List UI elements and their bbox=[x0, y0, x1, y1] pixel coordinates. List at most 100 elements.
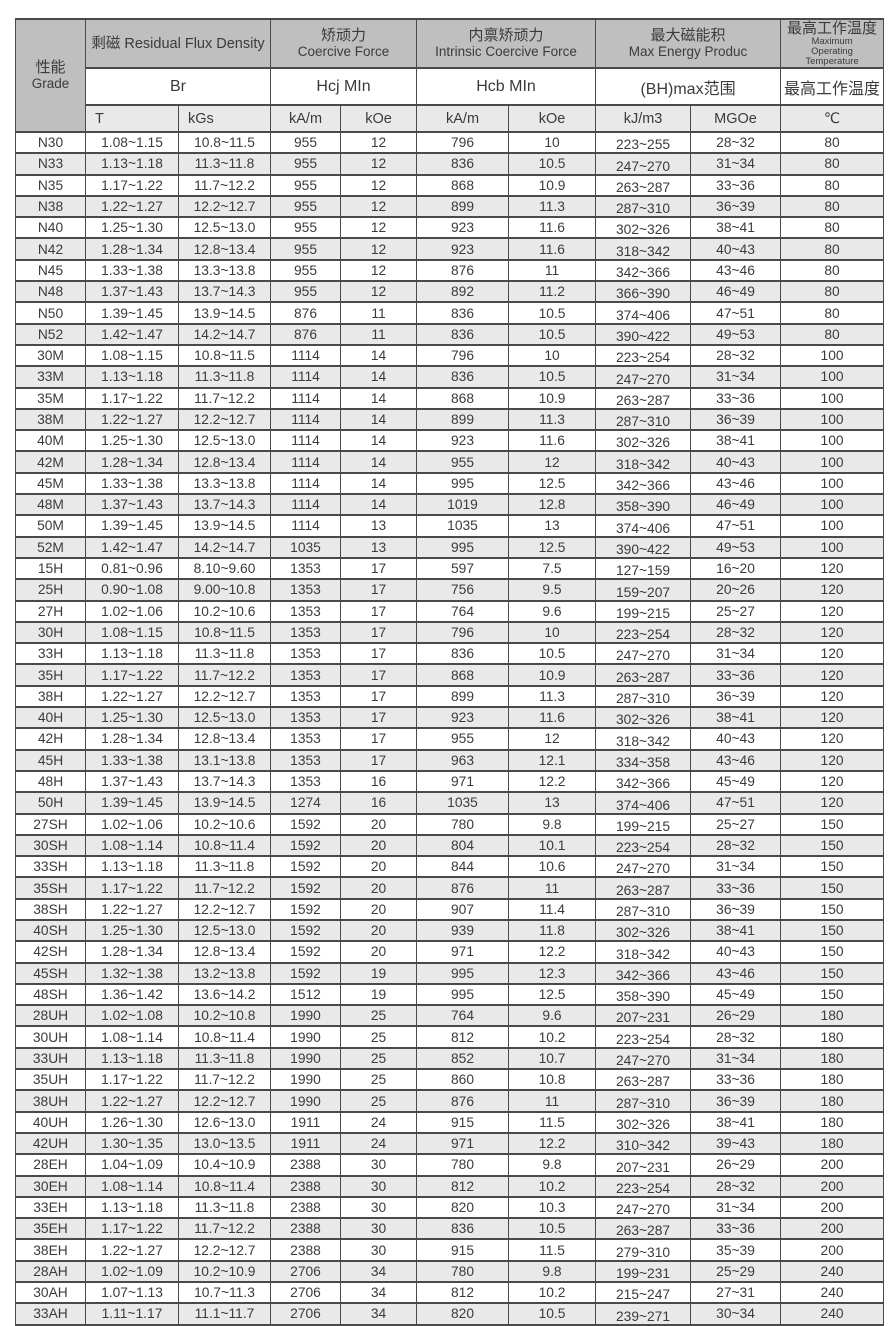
cell-bhmax-kjm3: 263~287 bbox=[595, 876, 692, 900]
cell-max-temp: 150 bbox=[780, 897, 885, 921]
cell-grade: 27H bbox=[15, 599, 86, 623]
cell-max-temp: 100 bbox=[780, 429, 885, 453]
cell-hcb-kam: 812 bbox=[416, 1281, 510, 1305]
cell-bhmax-mgoe: 26~29 bbox=[690, 1004, 782, 1028]
cell-br-t: 1.22~1.27 bbox=[85, 684, 179, 709]
cell-hcb-koe: 9.8 bbox=[508, 1259, 597, 1284]
cell-hcb-koe: 10.5 bbox=[508, 152, 597, 176]
cell-grade: N52 bbox=[15, 322, 86, 346]
cell-max-temp: 100 bbox=[780, 514, 885, 538]
table-row: 30UH 1.08~1.14 10.8~11.4 1990 25 812 10.2 223~2… bbox=[15, 1025, 885, 1049]
cell-br-t: 1.36~1.42 bbox=[85, 982, 179, 1007]
cell-hcb-koe: 10.9 bbox=[508, 173, 597, 197]
cell-br-kgs: 11.3~11.8 bbox=[177, 365, 272, 389]
cell-hcb-koe: 12.2 bbox=[508, 1131, 597, 1156]
cell-hcb-koe: 10.6 bbox=[508, 855, 597, 879]
cell-bhmax-kjm3: 223~255 bbox=[595, 130, 692, 155]
cell-br-kgs: 12.5~13.0 bbox=[177, 216, 272, 240]
cell-hcj-koe: 20 bbox=[340, 876, 418, 900]
cell-br-t: 1.30~1.35 bbox=[85, 1131, 179, 1156]
cell-hcb-koe: 11.6 bbox=[508, 429, 597, 453]
cell-max-temp: 180 bbox=[780, 1046, 885, 1071]
cell-max-temp: 180 bbox=[780, 1131, 885, 1156]
table-row: N48 1.37~1.43 13.7~14.3 955 12 892 11.2 366~390… bbox=[15, 280, 885, 304]
table-row: 40SH 1.25~1.30 12.5~13.0 1592 20 939 11.8 302~3… bbox=[15, 918, 885, 943]
cell-hcb-koe: 12.5 bbox=[508, 535, 597, 559]
cell-hcj-kam: 1114 bbox=[270, 450, 342, 474]
cell-max-temp: 150 bbox=[780, 982, 885, 1007]
cell-max-temp: 120 bbox=[780, 684, 885, 709]
cell-br-t: 1.17~1.22 bbox=[85, 386, 179, 410]
cell-bhmax-kjm3: 302~326 bbox=[595, 706, 692, 730]
cell-max-temp: 80 bbox=[780, 173, 885, 197]
cell-bhmax-kjm3: 223~254 bbox=[595, 1025, 692, 1049]
cell-hcj-kam: 1274 bbox=[270, 791, 342, 815]
cell-hcj-koe: 17 bbox=[340, 748, 418, 772]
cell-bhmax-mgoe: 31~34 bbox=[690, 365, 782, 389]
cell-hcb-kam: 844 bbox=[416, 855, 510, 879]
cell-br-kgs: 14.2~14.7 bbox=[177, 322, 272, 346]
cell-max-temp: 80 bbox=[780, 237, 885, 261]
cell-hcj-kam: 1353 bbox=[270, 620, 342, 645]
cell-grade: 33UH bbox=[15, 1046, 86, 1071]
cell-hcj-koe: 20 bbox=[340, 812, 418, 836]
cell-hcb-kam: 764 bbox=[416, 1004, 510, 1028]
cell-br-kgs: 13.7~14.3 bbox=[177, 280, 272, 304]
cell-bhmax-kjm3: 247~270 bbox=[595, 1046, 692, 1071]
cell-max-temp: 120 bbox=[780, 599, 885, 623]
cell-hcj-kam: 876 bbox=[270, 322, 342, 346]
table-row: 30AH 1.07~1.13 10.7~11.3 2706 34 812 10.2 215~2… bbox=[15, 1281, 885, 1305]
cell-hcb-koe: 10.5 bbox=[508, 301, 597, 325]
cell-bhmax-kjm3: 223~254 bbox=[595, 1174, 692, 1198]
cell-br-kgs: 12.2~12.7 bbox=[177, 1238, 272, 1262]
cell-hcj-kam: 2706 bbox=[270, 1259, 342, 1284]
cell-bhmax-mgoe: 46~49 bbox=[690, 280, 782, 304]
cell-grade: 33H bbox=[15, 642, 86, 666]
cell-br-kgs: 13.1~13.8 bbox=[177, 748, 272, 772]
cell-br-t: 1.13~1.18 bbox=[85, 642, 179, 666]
cell-hcj-kam: 955 bbox=[270, 152, 342, 176]
cell-bhmax-kjm3: 287~310 bbox=[595, 897, 692, 921]
table-row: 33H 1.13~1.18 11.3~11.8 1353 17 836 10.5 247~27… bbox=[15, 642, 885, 666]
table-row: 33EH 1.13~1.18 11.3~11.8 2388 30 820 10.3 247~2… bbox=[15, 1195, 885, 1220]
cell-hcj-koe: 12 bbox=[340, 194, 418, 219]
max-temp-zh: 最高工作温度 bbox=[787, 20, 878, 37]
cell-bhmax-mgoe: 36~39 bbox=[690, 897, 782, 921]
cell-bhmax-mgoe: 31~34 bbox=[690, 642, 782, 666]
cell-bhmax-mgoe: 20~26 bbox=[690, 578, 782, 602]
cell-hcj-kam: 876 bbox=[270, 301, 342, 325]
cell-br-kgs: 9.00~10.8 bbox=[177, 578, 272, 602]
group-header-max-energy-product: 最大磁能积 Max Energy Produc bbox=[595, 18, 782, 69]
table-row: 35M 1.17~1.22 11.7~12.2 1114 14 868 10.9 263~28… bbox=[15, 386, 885, 410]
cell-max-temp: 100 bbox=[780, 493, 885, 517]
cell-grade: 33EH bbox=[15, 1195, 86, 1220]
cell-hcb-kam: 915 bbox=[416, 1110, 510, 1134]
cell-grade: 50M bbox=[15, 514, 86, 538]
cell-hcj-koe: 25 bbox=[340, 1004, 418, 1028]
table-row: 35H 1.17~1.22 11.7~12.2 1353 17 868 10.9 263~28… bbox=[15, 663, 885, 687]
cell-hcb-kam: 780 bbox=[416, 1259, 510, 1284]
cell-hcb-koe: 9.5 bbox=[508, 578, 597, 602]
cell-hcj-kam: 1592 bbox=[270, 961, 342, 985]
header-symbol-row: Br Hcj MIn Hcb MIn (BH)max范围 最高工作温度 bbox=[16, 67, 885, 106]
table-row: 30EH 1.08~1.14 10.8~11.4 2388 30 812 10.2 223~2… bbox=[15, 1174, 885, 1198]
cell-hcb-koe: 9.8 bbox=[508, 1153, 597, 1177]
cell-hcj-kam: 1114 bbox=[270, 429, 342, 453]
cell-max-temp: 180 bbox=[780, 1068, 885, 1092]
cell-hcj-koe: 25 bbox=[340, 1089, 418, 1113]
cell-bhmax-kjm3: 159~207 bbox=[595, 578, 692, 602]
cell-br-kgs: 10.4~10.9 bbox=[177, 1153, 272, 1177]
cell-hcj-koe: 14 bbox=[340, 493, 418, 517]
cell-hcb-kam: 836 bbox=[416, 365, 510, 389]
cell-br-t: 1.28~1.34 bbox=[85, 940, 179, 964]
cell-hcb-kam: 892 bbox=[416, 280, 510, 304]
cell-max-temp: 150 bbox=[780, 940, 885, 964]
cell-br-kgs: 12.5~13.0 bbox=[177, 429, 272, 453]
cell-hcb-koe: 12.8 bbox=[508, 493, 597, 517]
cell-hcj-koe: 16 bbox=[340, 791, 418, 815]
cell-bhmax-kjm3: 358~390 bbox=[595, 493, 692, 517]
cell-br-t: 1.22~1.27 bbox=[85, 1238, 179, 1262]
cell-max-temp: 100 bbox=[780, 365, 885, 389]
cell-hcj-kam: 1114 bbox=[270, 493, 342, 517]
cell-hcb-kam: 1019 bbox=[416, 493, 510, 517]
